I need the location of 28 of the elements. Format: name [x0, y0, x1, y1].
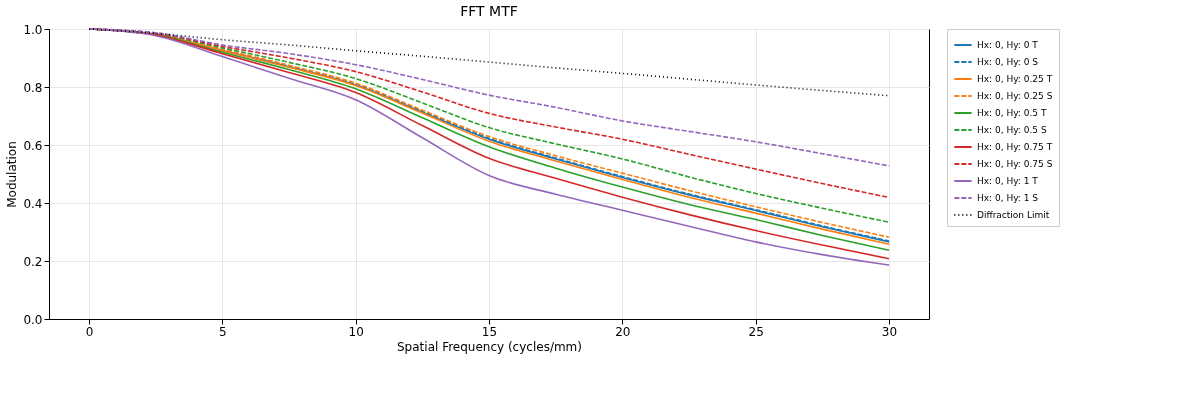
x-tick-label: 20: [615, 324, 631, 339]
y-tick-label: 1.0: [23, 22, 43, 37]
legend-label: Diffraction Limit: [977, 210, 1050, 220]
y-tick-label: 0.2: [23, 254, 43, 269]
legend-label: Hx: 0, Hy: 0.5 S: [977, 125, 1047, 135]
chart-title: FFT MTF: [460, 3, 518, 19]
legend-label: Hx: 0, Hy: 1 T: [977, 176, 1039, 186]
x-tick-label: 0: [85, 324, 94, 339]
x-tick-label: 25: [748, 324, 764, 339]
legend-label: Hx: 0, Hy: 0.75 T: [977, 142, 1053, 152]
legend-label: Hx: 0, Hy: 1 S: [977, 193, 1039, 203]
y-tick-label: 0.8: [23, 80, 43, 95]
x-tick-label: 5: [219, 324, 227, 339]
legend-label: Hx: 0, Hy: 0.25 S: [977, 91, 1053, 101]
y-axis-title: Modulation: [5, 141, 20, 208]
legend-label: Hx: 0, Hy: 0.5 T: [977, 108, 1047, 118]
y-tick-label: 0.4: [23, 196, 43, 211]
x-tick-label: 30: [881, 324, 898, 339]
x-axis-title: Spatial Frequency (cycles/mm): [397, 339, 582, 354]
legend-label: Hx: 0, Hy: 0 T: [977, 40, 1039, 50]
legend-label: Hx: 0, Hy: 0.25 T: [977, 74, 1053, 84]
line-series: [88, 28, 890, 97]
legend-label: Hx: 0, Hy: 0 S: [977, 57, 1039, 67]
x-tick-label: 15: [481, 324, 498, 339]
x-tick-label: 10: [348, 324, 364, 339]
legend-label: Hx: 0, Hy: 0.75 S: [977, 159, 1053, 169]
y-tick-label: 0.0: [23, 312, 43, 327]
y-tick-label: 0.6: [23, 138, 43, 153]
